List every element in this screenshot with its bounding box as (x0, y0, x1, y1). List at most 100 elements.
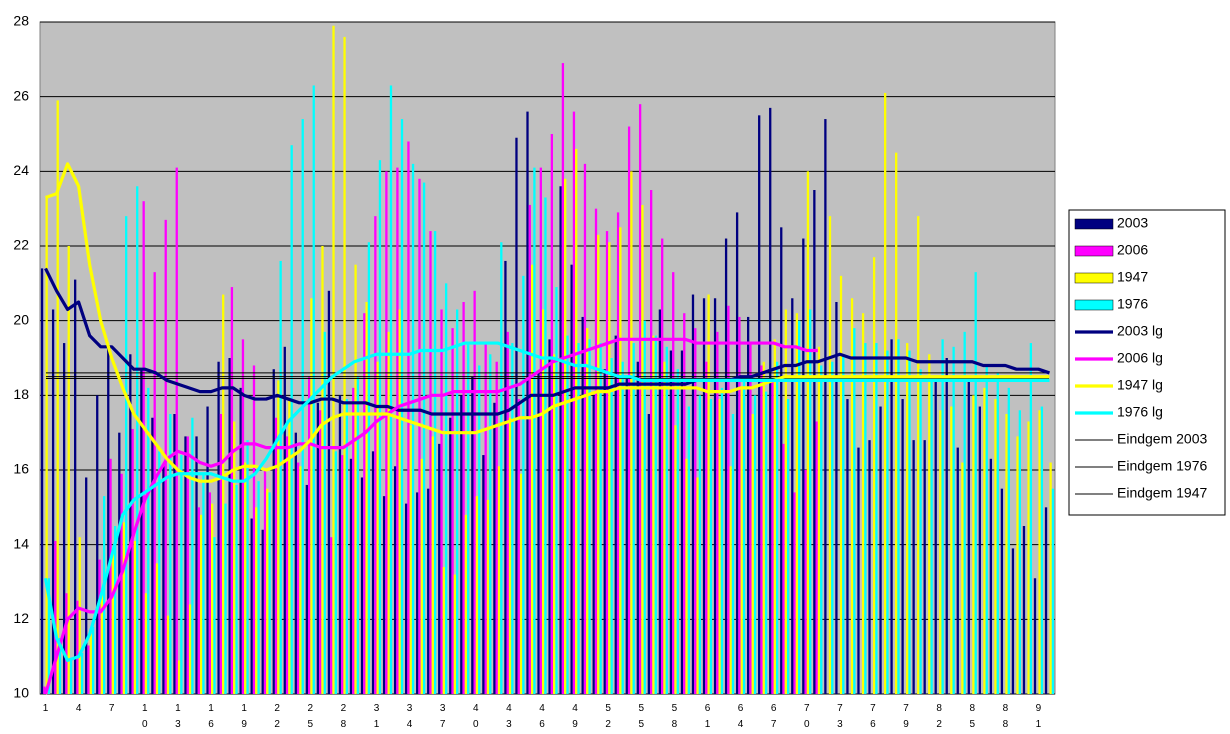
bar (349, 458, 353, 694)
bar (363, 313, 366, 694)
bar (321, 246, 324, 694)
bar (102, 496, 106, 694)
bar (941, 339, 944, 694)
bar (107, 346, 110, 694)
bar (906, 343, 909, 694)
bar (831, 361, 834, 694)
bar (738, 316, 741, 694)
bar (842, 354, 845, 694)
bar (901, 399, 904, 694)
bar (188, 604, 192, 694)
bar (824, 119, 827, 695)
bar (169, 414, 172, 694)
bar (654, 335, 657, 694)
bar (773, 339, 776, 694)
bar (453, 574, 457, 694)
bar (850, 298, 854, 694)
bar (482, 455, 485, 694)
x-tick-label: 25 (307, 703, 314, 730)
bar (140, 369, 143, 694)
bar (206, 406, 209, 694)
x-tick-label: 64 (737, 703, 744, 730)
bar (575, 148, 578, 694)
bar (912, 440, 915, 694)
bar (195, 436, 198, 694)
bar (268, 492, 271, 694)
bar (56, 100, 59, 694)
bar (219, 414, 223, 694)
x-tick-label: 4 (75, 703, 82, 714)
bar (945, 358, 948, 694)
bar (180, 455, 183, 694)
bar (272, 369, 275, 694)
bar (142, 201, 145, 694)
legend-label: Eindgem 1976 (1117, 458, 1208, 474)
bar (897, 339, 900, 694)
bar (471, 376, 474, 694)
bar (864, 343, 867, 694)
bar (872, 257, 876, 694)
bar (217, 361, 220, 694)
bar (389, 85, 393, 694)
bar (438, 443, 441, 694)
bar (462, 302, 465, 694)
bar (879, 406, 882, 694)
bar (266, 488, 269, 694)
bar (429, 231, 432, 695)
bar (184, 436, 187, 694)
bar (1051, 488, 1055, 694)
bar (1049, 462, 1052, 694)
x-tick-label: 91 (1035, 703, 1042, 730)
bar (500, 242, 503, 694)
legend-label: Eindgem 1947 (1117, 485, 1208, 501)
bar (930, 380, 933, 694)
legend-box (1068, 209, 1226, 516)
bar (427, 488, 430, 694)
bar (473, 290, 476, 694)
bar (526, 111, 529, 695)
bar (669, 350, 673, 694)
bar (365, 302, 368, 694)
line (45, 162, 1050, 483)
bar (307, 376, 311, 694)
legend-label: 1976 (1117, 296, 1148, 312)
bar (396, 167, 399, 695)
bar (934, 376, 937, 694)
bar (114, 526, 117, 694)
bar (967, 380, 970, 694)
x-tick-label: 61 (704, 703, 711, 730)
bar (385, 171, 388, 695)
bar (1040, 406, 1044, 694)
bar (294, 432, 297, 694)
bar (158, 451, 161, 694)
bar (586, 328, 589, 694)
bar (173, 414, 176, 694)
bar (175, 167, 178, 695)
x-tick-label: 37 (439, 703, 446, 730)
bar (118, 432, 121, 694)
x-tick-label: 67 (770, 703, 777, 730)
x-tick-label: 34 (406, 703, 413, 730)
bar (449, 417, 452, 694)
bar (698, 395, 702, 694)
x-tick-label: 10 (142, 703, 148, 730)
x-tick-label: 7 (108, 703, 115, 714)
bar (919, 369, 922, 694)
bar (74, 279, 77, 694)
bar (129, 354, 132, 694)
bar (299, 466, 302, 694)
bar (608, 242, 611, 694)
bar (760, 365, 763, 694)
legend-label: 1947 (1117, 269, 1148, 285)
bar (387, 331, 390, 694)
x-tick-label: 40 (473, 703, 479, 730)
bar (85, 477, 88, 694)
x-tick-label: 73 (837, 703, 843, 730)
x-tick-label: 85 (969, 703, 976, 730)
bar (76, 600, 79, 694)
bar (939, 410, 942, 694)
bar (393, 466, 397, 694)
bar (559, 186, 562, 694)
bar (144, 593, 148, 694)
bar (740, 387, 743, 694)
